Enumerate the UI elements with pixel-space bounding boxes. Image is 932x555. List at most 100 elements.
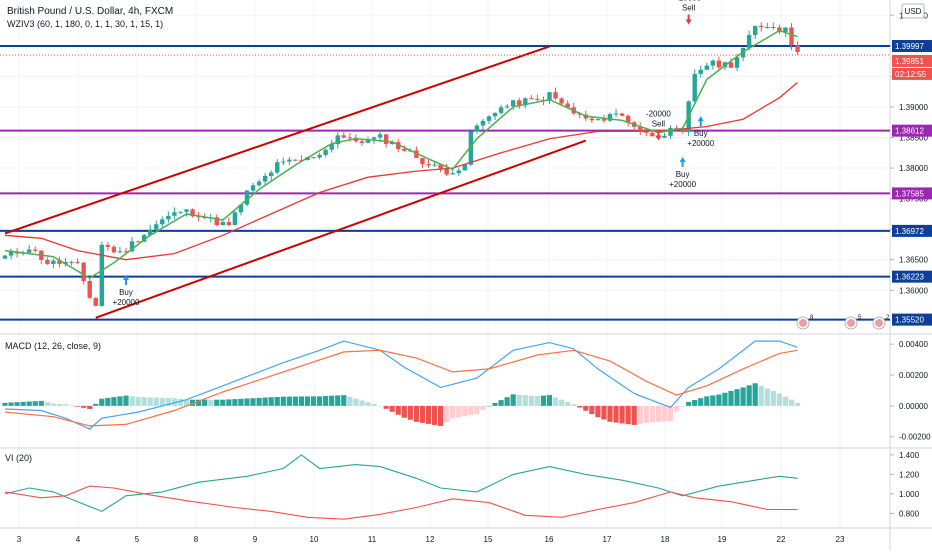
macd-histogram-bar [14, 402, 20, 406]
macd-histogram-bar [347, 396, 353, 406]
macd-histogram-bar [601, 405, 607, 420]
macd-histogram-bar [667, 405, 674, 422]
macd-histogram-bar [38, 400, 44, 406]
macd-histogram-bar [552, 397, 559, 406]
candle-body [135, 241, 141, 243]
candle-body [99, 244, 104, 306]
macd-histogram-bar [571, 404, 577, 406]
candle-body [93, 297, 98, 306]
macd-histogram-bar [456, 405, 462, 418]
macd-histogram-bar [776, 393, 782, 406]
economic-event-marker[interactable]: 5 [844, 315, 862, 330]
macd-histogram-bar [32, 401, 38, 406]
macd-histogram-bar [123, 395, 129, 406]
time-tick-label: 5 [135, 535, 140, 544]
vi-pane[interactable] [4, 454, 798, 520]
macd-histogram-bar [661, 405, 668, 422]
trade-annotation[interactable]: Buy+20000 [113, 275, 140, 307]
candle-body [680, 129, 685, 132]
macd-histogram-bar [565, 402, 571, 406]
macd-histogram-bar [516, 394, 522, 406]
trade-annotation[interactable]: Buy+20000 [687, 116, 715, 148]
channel-lower-line[interactable] [95, 139, 587, 319]
price-axis[interactable]: 1.405001.400001.395001.390001.385001.380… [890, 11, 932, 518]
candle-body [698, 69, 703, 74]
candle-body [414, 150, 419, 159]
candle-body [154, 224, 159, 230]
macd-histogram-bar [292, 396, 298, 406]
candle-body [214, 217, 219, 226]
macd-histogram-bar [728, 390, 734, 406]
fast-ma-line [4, 29, 798, 279]
macd-histogram-bar [214, 399, 220, 406]
candle-body [390, 142, 395, 144]
price-tick-label: 1.38500 [899, 134, 928, 143]
time-tick-label: 3 [17, 535, 22, 544]
currency-label: USD [905, 7, 922, 16]
currency-selector[interactable]: USD [901, 3, 925, 19]
candle-body [123, 251, 129, 253]
candle-body [244, 190, 250, 205]
macd-histogram-bar [226, 399, 232, 406]
macd-histogram-bar [310, 396, 317, 406]
macd-pane[interactable] [2, 340, 801, 430]
channel-upper-line[interactable] [4, 45, 550, 235]
price-label-box [892, 313, 932, 326]
macd-histogram-bar [680, 405, 686, 407]
price-label: 1.39851 [895, 57, 924, 66]
candle-body [468, 131, 474, 165]
trade-annotation[interactable]: Buy+20000 [669, 157, 697, 189]
macd-histogram-bar [782, 396, 789, 406]
macd-histogram-bar [649, 405, 655, 423]
candle-body [759, 25, 764, 28]
macd-histogram-bar [577, 405, 583, 408]
candle-body [238, 204, 244, 213]
time-tick-label: 22 [777, 535, 786, 544]
candle-body [111, 246, 117, 253]
annotation-text: Buy [694, 129, 708, 138]
macd-histogram-bar [105, 397, 111, 406]
candle-body [148, 229, 153, 236]
price-tick-label: 1.36000 [899, 286, 928, 295]
candle-body [57, 260, 62, 264]
macd-histogram-bar [794, 402, 801, 406]
time-tick-label: 10 [310, 535, 319, 544]
macd-histogram-bar [280, 396, 286, 406]
candle-body [565, 103, 570, 108]
event-count: 5 [858, 315, 862, 321]
candle-body [765, 27, 770, 29]
time-axis[interactable]: 3 4 5 8 9 10 11 12 15 16 17 18 19 22 23 [17, 535, 845, 544]
macd-histogram-bar [298, 396, 305, 406]
macd-histogram-bar [93, 403, 99, 406]
macd-histogram-bar [546, 395, 553, 406]
candle-body [353, 137, 359, 142]
candle-body [184, 209, 189, 212]
annotation-text: +20000 [687, 139, 714, 148]
annotation-text: +20000 [669, 180, 696, 189]
macd-histogram-bar [698, 398, 704, 406]
candle-body [396, 142, 401, 150]
time-tick-label: 9 [253, 535, 258, 544]
candle-body [553, 92, 558, 99]
price-tick-label: 1.36500 [899, 256, 928, 265]
price-label-box [892, 270, 932, 283]
candle-body [365, 139, 371, 143]
candle-body [438, 164, 443, 169]
candle-body [426, 164, 431, 166]
macd-histogram-bar [183, 399, 190, 406]
price-pane[interactable]: Buy+20000-20000Sell-20000SellBuy+20000Bu… [0, 0, 897, 330]
macd-histogram-bar [244, 398, 250, 406]
macd-histogram-bar [510, 394, 516, 406]
economic-event-marker[interactable]: 8 [796, 315, 814, 330]
macd-histogram-bar [262, 397, 268, 406]
candle-body [771, 27, 776, 29]
macd-histogram-bar [595, 405, 601, 418]
candle-body [8, 251, 14, 256]
vi-tick-label: 1.000 [899, 490, 920, 499]
candle-body [275, 162, 280, 173]
candle-body [480, 120, 486, 126]
